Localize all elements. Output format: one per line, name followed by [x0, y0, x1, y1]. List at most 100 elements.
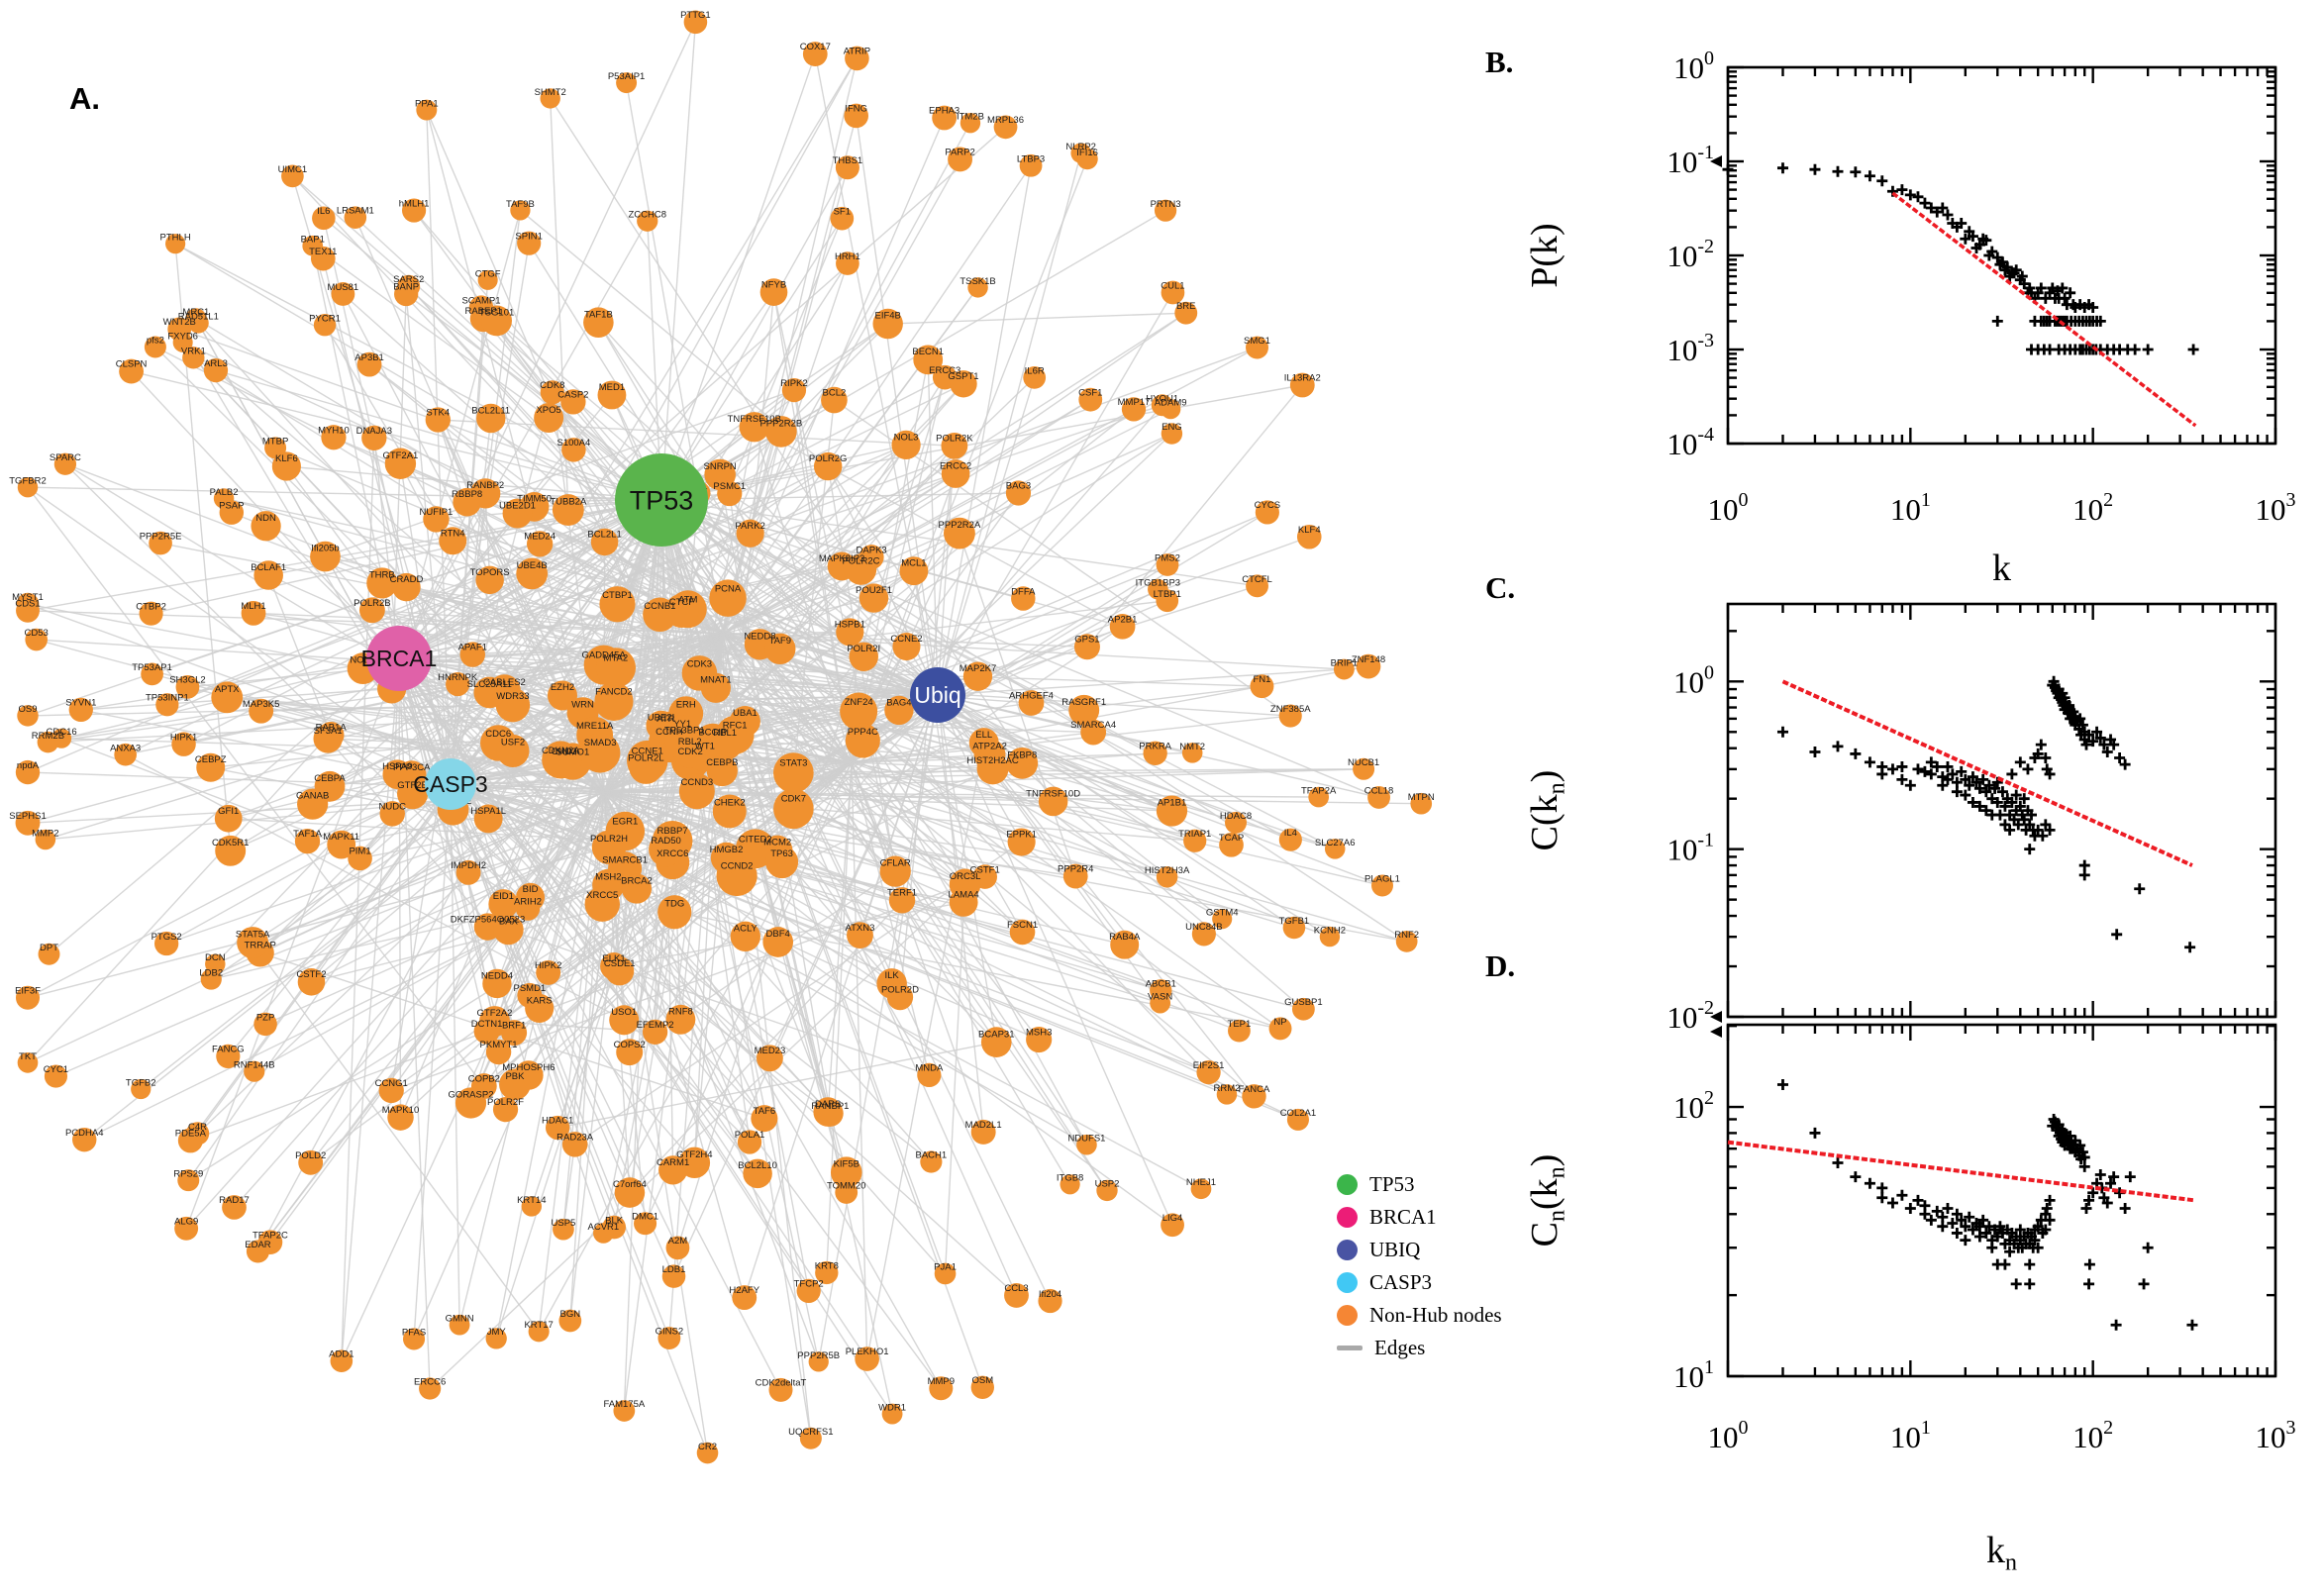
- network-node-label: GMNN: [446, 1313, 474, 1324]
- network-node: [1011, 586, 1036, 611]
- legend-label-edges: Edges: [1374, 1336, 1426, 1359]
- network-node: [891, 430, 921, 460]
- network-node: [251, 511, 281, 542]
- network-node: [473, 804, 503, 834]
- network-node: [599, 586, 636, 623]
- network-node: [35, 829, 56, 850]
- network-node: [1068, 694, 1100, 726]
- network-node: [973, 739, 1006, 771]
- network-node: [321, 425, 347, 450]
- network-node: [331, 282, 355, 306]
- network-node: [1121, 397, 1147, 422]
- network-node: [732, 1285, 758, 1311]
- network-node-label: EPHA3: [929, 106, 960, 117]
- network-node: [696, 1442, 719, 1464]
- network-node-label: ALG9: [174, 1217, 198, 1228]
- network-node: [387, 1104, 414, 1131]
- network-node: [155, 693, 179, 717]
- network-node-label: AP2B1: [1108, 614, 1138, 625]
- network-node-label: EID1: [493, 891, 514, 902]
- network-node-label: RRM2B: [32, 731, 64, 742]
- network-node: [739, 412, 769, 443]
- network-node: [501, 1020, 528, 1047]
- network-node: [51, 728, 72, 748]
- network-node: [1367, 786, 1390, 809]
- network-node: [552, 494, 584, 526]
- network-node: [835, 155, 859, 180]
- network-node: [171, 732, 196, 756]
- network-node: [271, 451, 301, 481]
- network-node: [1225, 811, 1248, 834]
- network-node: [1219, 832, 1244, 857]
- network-node-label: MAP3K5: [243, 699, 280, 710]
- network-node: [213, 488, 235, 509]
- network-node-label: TP53INP1: [146, 693, 189, 704]
- network-node-label: PJA1: [934, 1262, 957, 1273]
- network-node-label: CCNE1: [632, 746, 663, 756]
- network-node-label: KIF5B: [834, 1159, 859, 1170]
- network-node-label: LAMA4: [949, 889, 979, 900]
- network-node-label: POLD2: [295, 1150, 326, 1161]
- network-node-label: BECN1: [912, 347, 944, 357]
- panel-d-xlabel: kn: [1986, 1530, 2017, 1576]
- network-node: [172, 332, 193, 352]
- legend-label-tp53: TP53: [1369, 1172, 1415, 1196]
- network-node-label: MCM2: [763, 838, 791, 848]
- network-node-label: KRT17: [524, 1320, 553, 1331]
- network-node: [773, 788, 814, 830]
- network-node: [600, 952, 628, 980]
- network-node-label: RFC1: [723, 721, 748, 732]
- network-node-label: RTN4: [441, 528, 465, 539]
- network-node-label: SNRPN: [704, 461, 737, 472]
- network-node-label: SH3GL2: [169, 675, 205, 686]
- network-node-label: CCND2: [721, 860, 754, 871]
- network-node-label: hMLH1: [399, 198, 430, 209]
- network-node: [781, 377, 807, 403]
- network-node-label: MNAT1: [700, 675, 732, 686]
- network-node-label: PIM1: [349, 847, 370, 857]
- network-node-label: ELL: [975, 730, 992, 741]
- panel-d-ticks: [1726, 1024, 2277, 1378]
- network-node-label: PYCR1: [309, 313, 341, 324]
- network-node-label: BRCA2: [621, 875, 653, 886]
- network-node: [1324, 839, 1346, 859]
- network-node-label: MED24: [524, 532, 556, 543]
- brca1-swatch-icon: [1337, 1207, 1358, 1228]
- network-node-label: GTF2H4: [676, 1149, 712, 1160]
- network-node-label: RAD50: [651, 836, 681, 847]
- network-node: [253, 1012, 277, 1037]
- network-node-label: NOL3: [894, 432, 919, 443]
- network-node: [492, 1096, 519, 1123]
- network-node: [934, 1262, 957, 1285]
- network-node: [1110, 930, 1140, 959]
- network-node-label: TSSK1B: [960, 276, 995, 287]
- network-node-label: KARS: [527, 995, 553, 1006]
- network-node-label: LIG4: [1162, 1213, 1183, 1224]
- network-node: [879, 855, 911, 887]
- network-node-label: FSCN1: [1007, 920, 1038, 931]
- network-node: [53, 452, 77, 475]
- network-node: [402, 1328, 426, 1350]
- panel-b-fit-line: [1891, 191, 2197, 428]
- network-node: [932, 105, 958, 131]
- network-node-label: SYVN1: [65, 698, 96, 709]
- ubiq-swatch-icon: [1337, 1240, 1358, 1260]
- network-node-label: GUSBP1: [1284, 997, 1323, 1008]
- network-node: [1278, 704, 1302, 728]
- network-node-label: EIF2S1: [1193, 1060, 1225, 1071]
- network-node-label: TGFB1: [1279, 916, 1310, 927]
- network-node: [378, 1077, 404, 1104]
- network-node: [392, 572, 421, 602]
- network-node: [401, 198, 427, 223]
- network-node-label: PSMC1: [713, 481, 746, 492]
- network-node: [348, 846, 372, 871]
- panel-d-ytick-10e2: 102: [1673, 1087, 1714, 1125]
- network-node-label: RANBP2: [466, 480, 504, 491]
- network-node-label: CABLES2: [483, 677, 526, 688]
- network-node-label: PMS2: [1155, 553, 1180, 564]
- network-node: [281, 164, 304, 188]
- network-node: [892, 633, 921, 661]
- network-node-label: TOPORS: [470, 567, 510, 578]
- network-node-label: TFAP2A: [1301, 785, 1337, 796]
- network-node: [298, 1149, 324, 1175]
